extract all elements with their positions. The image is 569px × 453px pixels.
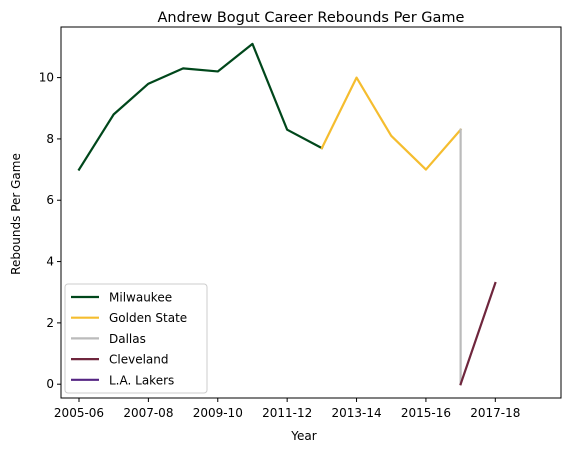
x-tick-label: 2017-18 bbox=[470, 406, 520, 420]
y-tick-label: 6 bbox=[46, 193, 54, 207]
x-tick-label: 2011-12 bbox=[262, 406, 312, 420]
legend: Milwaukee Golden State Dallas Cleveland L.A.… bbox=[64, 283, 208, 394]
y-tick-label: 8 bbox=[46, 132, 54, 146]
chart-title: Andrew Bogut Career Rebounds Per Game bbox=[158, 10, 465, 26]
x-tick-label: 2005-06 bbox=[54, 406, 104, 420]
legend-label: Dallas bbox=[109, 332, 146, 346]
plot-frame bbox=[60, 26, 562, 399]
x-tick-label: 2013-14 bbox=[331, 406, 381, 420]
y-axis-label: Rebounds Per Game bbox=[9, 153, 23, 275]
y-tick-label: 10 bbox=[39, 71, 54, 85]
series-line-3 bbox=[459, 281, 497, 386]
legend-label: L.A. Lakers bbox=[109, 373, 174, 387]
legend-label: Cleveland bbox=[109, 353, 169, 367]
plot-lines bbox=[77, 42, 497, 386]
y-axis: 0 2 4 6 8 10 bbox=[39, 71, 61, 391]
legend-box bbox=[64, 283, 208, 394]
y-tick-label: 0 bbox=[46, 377, 54, 391]
y-tick-label: 4 bbox=[46, 255, 54, 269]
x-axis-label: Year bbox=[290, 429, 316, 443]
x-tick-label: 2009-10 bbox=[193, 406, 243, 420]
x-tick-label: 2015-16 bbox=[401, 406, 451, 420]
y-tick-label: 2 bbox=[46, 316, 54, 330]
series-line-1 bbox=[320, 76, 463, 171]
series-line-0 bbox=[77, 42, 324, 172]
legend-label: Golden State bbox=[109, 311, 187, 325]
legend-label: Milwaukee bbox=[109, 291, 172, 305]
x-axis: 2005-06 2007-08 2009-10 2011-12 2013-14 2015-… bbox=[54, 398, 520, 420]
x-tick-label: 2007-08 bbox=[123, 406, 173, 420]
